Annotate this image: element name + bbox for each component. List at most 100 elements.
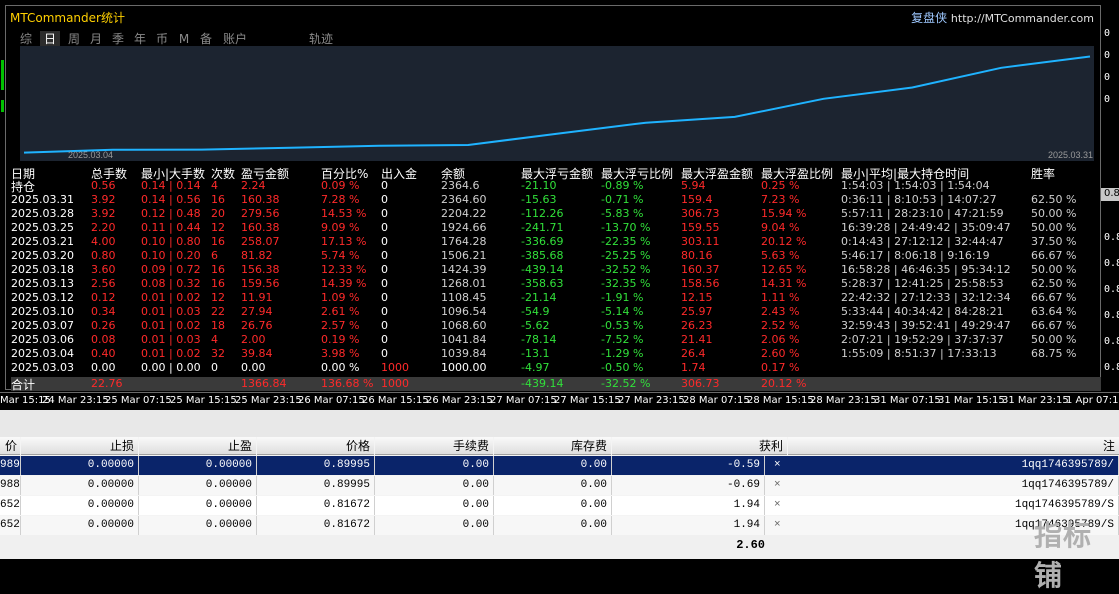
stat-count: 16	[211, 193, 225, 206]
stat-mflp: -22.35 %	[601, 235, 651, 248]
stat-win: 62.50 %	[1031, 277, 1077, 290]
price-tick: 0.8	[1104, 310, 1119, 321]
stat-lots: 0.80	[91, 249, 116, 262]
stat-date: 2025.03.28	[11, 207, 74, 220]
grid-header-fee[interactable]: 手续费	[375, 437, 493, 455]
stat-mfp: 12.15	[681, 291, 713, 304]
total-io: 1000	[381, 377, 409, 390]
order-row[interactable]: 652 0.00000 0.00000 0.81672 0.00 0.00 1.94 1qq1…	[0, 516, 1119, 535]
price-tick: 0.8	[1104, 258, 1119, 269]
grid-header-sl[interactable]: 止损	[21, 437, 138, 455]
brand-link[interactable]: 复盘侠 http://MTCommander.com	[911, 9, 1094, 26]
order-tp: 0.00000	[139, 516, 257, 535]
stat-pct: 1.09 %	[321, 291, 360, 304]
stat-pct: 0.19 %	[321, 333, 360, 346]
stat-mfpp: 20.12 %	[761, 235, 807, 248]
order-sl: 0.00000	[21, 516, 139, 535]
stat-hold: 0:36:11 | 8:10:53 | 14:07:27	[841, 193, 997, 206]
stat-count: 32	[211, 347, 225, 360]
close-order-icon[interactable]: ×	[774, 479, 781, 491]
panel-title: MTCommander统计	[10, 11, 125, 25]
grid-header-profit[interactable]: 获利	[612, 437, 787, 455]
col-header-lots: 总手数	[91, 167, 128, 181]
stat-lots: 0.00	[91, 361, 116, 374]
stat-win: 50.00 %	[1031, 263, 1077, 276]
stat-bal: 1039.84	[441, 347, 487, 360]
stat-mfpp: 14.31 %	[761, 277, 807, 290]
close-order-icon[interactable]: ×	[774, 499, 781, 511]
time-label: 26 Mar 23:15	[426, 395, 493, 406]
order-sl: 0.00000	[21, 496, 139, 515]
brand-url[interactable]: http://MTCommander.com	[950, 12, 1094, 25]
order-row[interactable]: 988 0.00000 0.00000 0.89995 0.00 0.00 -0.69 1qq…	[0, 476, 1119, 495]
stat-pnl: 27.94	[241, 305, 273, 318]
order-row[interactable]: 652 0.00000 0.00000 0.81672 0.00 0.00 1.94 1qq1…	[0, 496, 1119, 515]
col-header-max-float-loss-pct: 最大浮亏比例	[601, 167, 674, 181]
stat-hold: 1:55:09 | 8:51:37 | 17:33:13	[841, 347, 997, 360]
stat-mflp: -7.52 %	[601, 333, 644, 346]
stat-mfp: 1.74	[681, 361, 706, 374]
stat-pct: 14.39 %	[321, 277, 367, 290]
stat-hold: 0:14:43 | 27:12:12 | 32:44:47	[841, 235, 1004, 248]
stat-mfl: -358.63	[521, 277, 564, 290]
order-row[interactable]: 989 0.00000 0.00000 0.89995 0.00 0.00 -0.59 1qq…	[0, 456, 1119, 475]
stat-io: 0	[381, 179, 388, 192]
stat-mfl: -4.97	[521, 361, 550, 374]
stat-hold: 16:58:28 | 46:46:35 | 95:34:12	[841, 263, 1011, 276]
stat-mfp: 159.4	[681, 193, 713, 206]
stat-mfl: -241.71	[521, 221, 564, 234]
price-tick: 0	[1104, 72, 1111, 83]
stat-pct: 0.09 %	[321, 179, 360, 192]
time-label: 28 Mar 15:15	[747, 395, 814, 406]
grid-header-price[interactable]: 价格	[257, 437, 374, 455]
stat-mfpp: 2.43 %	[761, 305, 800, 318]
stat-mfl: -5.62	[521, 319, 550, 332]
stat-mfpp: 15.94 %	[761, 207, 807, 220]
tab-week[interactable]: 周	[67, 32, 80, 46]
stat-bal: 1268.01	[441, 277, 487, 290]
tab-day[interactable]: 日	[40, 31, 60, 48]
tab-track[interactable]: 轨迹	[308, 32, 333, 46]
time-label: Mar 15:15	[0, 395, 51, 406]
stat-mfl: -336.69	[521, 235, 564, 248]
tab-year[interactable]: 年	[133, 32, 146, 46]
stat-mfpp: 1.11 %	[761, 291, 800, 304]
total-pct: 136.68 %	[321, 377, 374, 390]
stat-count: 16	[211, 235, 225, 248]
grid-header-price-open[interactable]: 价格	[0, 437, 20, 471]
stat-mflp: -1.29 %	[601, 347, 644, 360]
total-pnl: 1366.84	[241, 377, 287, 390]
col-header-io: 出入金	[381, 167, 418, 181]
tab-backup[interactable]: 备	[199, 32, 212, 46]
stat-mfp: 25.97	[681, 305, 713, 318]
stat-date: 2025.03.20	[11, 249, 74, 262]
tab-summary[interactable]: 综	[19, 32, 32, 46]
stat-pnl: 2.00	[241, 333, 266, 346]
stat-mfl: -21.10	[521, 179, 557, 192]
order-tp: 0.00000	[139, 496, 257, 515]
time-axis: Mar 15:15 24 Mar 23:15 25 Mar 07:15 25 Mar …	[0, 392, 1119, 411]
stat-lots: 3.60	[91, 263, 116, 276]
tab-month[interactable]: 月	[89, 32, 102, 46]
stat-mfp: 5.94	[681, 179, 706, 192]
close-order-icon[interactable]: ×	[774, 459, 781, 471]
tab-quarter[interactable]: 季	[111, 32, 124, 46]
grid-header-tp[interactable]: 止盈	[139, 437, 256, 455]
close-order-icon[interactable]: ×	[774, 519, 781, 531]
stat-date: 2025.03.21	[11, 235, 74, 248]
stat-lots: 2.56	[91, 277, 116, 290]
stat-minmax: 0.14 | 0.56	[141, 193, 201, 206]
order-fee: 0.00	[375, 456, 494, 475]
stat-mflp: -0.53 %	[601, 319, 644, 332]
stat-win: 66.67 %	[1031, 291, 1077, 304]
tab-account[interactable]: 账户	[222, 32, 247, 46]
watermark: 指标铺	[1034, 519, 1093, 592]
stat-hold: 2:07:21 | 19:52:29 | 37:37:37	[841, 333, 1004, 346]
tab-m[interactable]: M	[178, 32, 190, 46]
total-mfp: 306.73	[681, 377, 720, 390]
col-header-hold-time: 最小|平均|最大持仓时间	[841, 167, 970, 181]
tab-currency[interactable]: 币	[155, 32, 168, 46]
grid-header-comment[interactable]: 注	[788, 437, 1119, 455]
grid-header-swap[interactable]: 库存费	[494, 437, 611, 455]
stat-minmax: 0.00 | 0.00	[141, 361, 201, 374]
